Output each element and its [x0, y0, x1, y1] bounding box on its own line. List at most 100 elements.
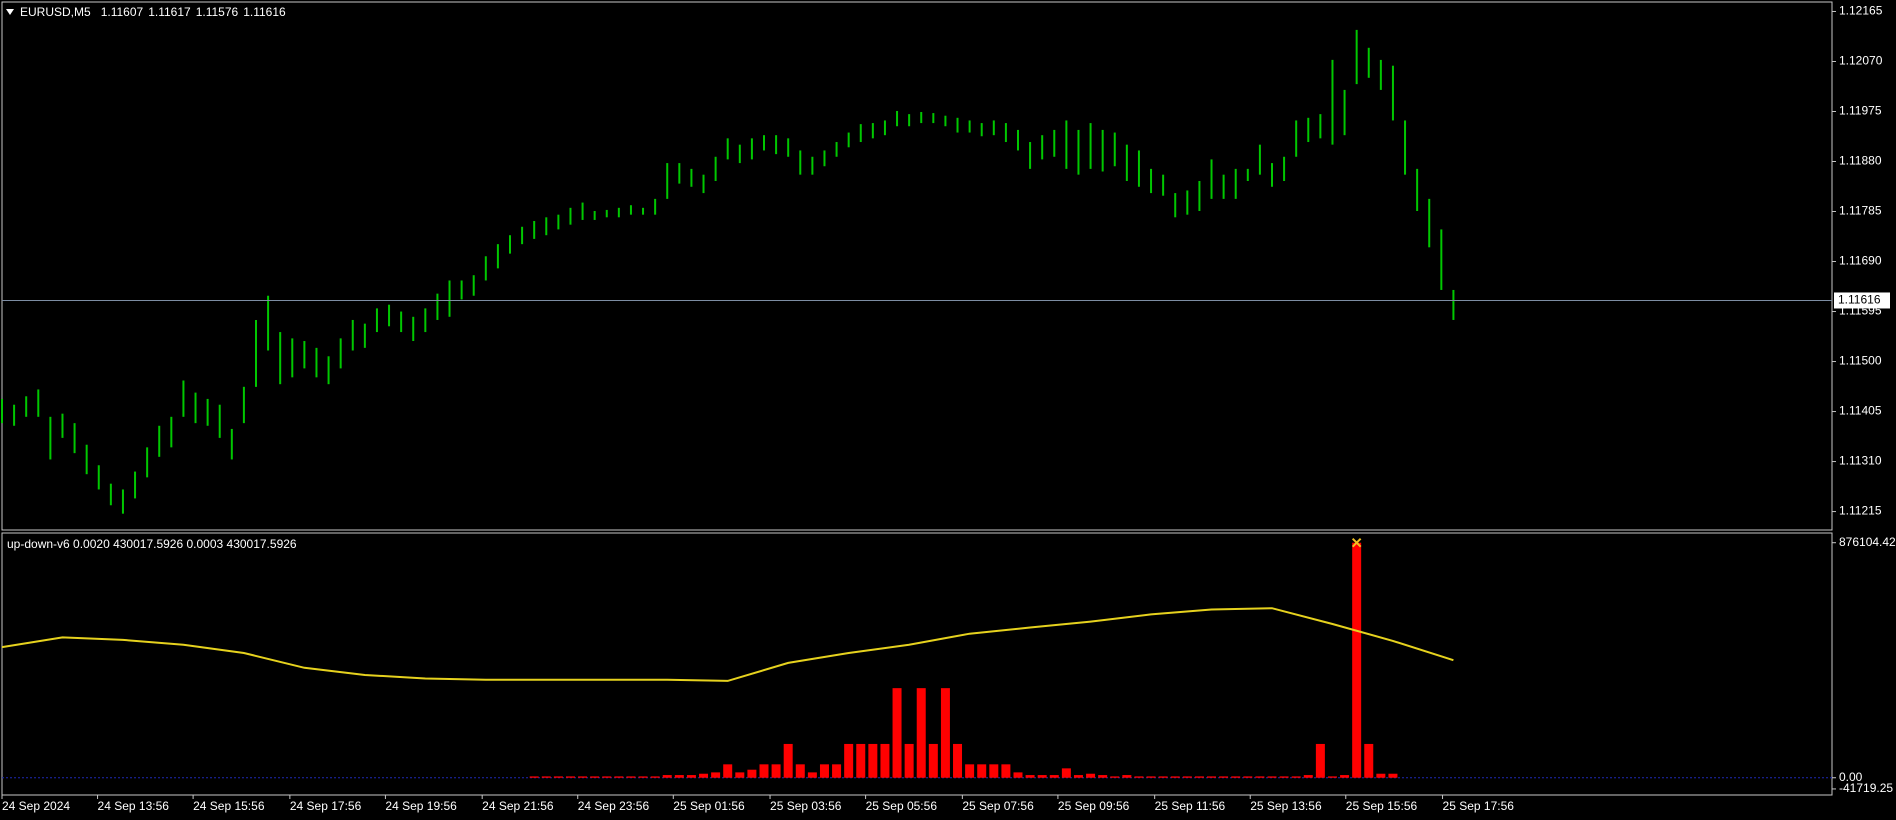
symbol: EURUSD,M5 [20, 5, 91, 19]
histogram-bar [638, 776, 648, 778]
histogram-bar [1219, 776, 1229, 778]
histogram-bar [953, 743, 963, 778]
histogram-bar [940, 688, 950, 778]
histogram-bar [832, 764, 842, 778]
histogram-bar [626, 776, 636, 778]
x-tick-label: 25 Sep 13:56 [1250, 799, 1322, 813]
histogram-bar [1327, 776, 1337, 778]
x-tick-label: 25 Sep 07:56 [962, 799, 1034, 813]
histogram-bar [578, 776, 588, 778]
histogram-bar [1255, 776, 1265, 778]
histogram-bar [807, 772, 817, 778]
histogram-bar [1001, 764, 1011, 778]
peak-cross [1351, 538, 1362, 548]
x-tick-label: 25 Sep 09:56 [1058, 799, 1130, 813]
y-tick-label: 876104.42 [1839, 535, 1896, 549]
histogram-bar [965, 764, 975, 778]
histogram-bar [711, 772, 721, 778]
indicator-title: up-down-v6 0.0020 430017.5926 0.0003 430… [7, 537, 297, 551]
y-tick-label: 1.11880 [1839, 154, 1882, 168]
x-tick-label: 25 Sep 03:56 [770, 799, 842, 813]
histogram-bar [819, 764, 829, 778]
histogram-bar [1194, 776, 1204, 778]
histogram-bar [1110, 776, 1120, 778]
histogram-bar [783, 743, 793, 778]
y-tick-label: -41719.25 [1839, 781, 1893, 795]
main-panel-frame [1, 1, 1833, 531]
histogram-bar [529, 776, 539, 778]
histogram-bar [747, 769, 757, 778]
indicator-line [1, 607, 1454, 682]
histogram-bar [1182, 776, 1192, 778]
x-tick-label: 24 Sep 17:56 [290, 799, 362, 813]
histogram-bar [1086, 773, 1096, 778]
histogram-bar [1388, 773, 1398, 778]
x-tick-label: 24 Sep 19:56 [385, 799, 457, 813]
histogram-bar [1013, 772, 1023, 778]
histogram-bar [614, 776, 624, 778]
y-tick-label: 1.11785 [1839, 204, 1882, 218]
histogram-bar [916, 688, 926, 778]
histogram-bar [1049, 775, 1059, 778]
y-tick-label: 1.11310 [1839, 454, 1882, 468]
histogram-bar [880, 743, 890, 778]
close: 1.11616 [243, 5, 286, 19]
histogram-bar [989, 764, 999, 778]
histogram-bar [1303, 775, 1313, 778]
low: 1.11576 [196, 5, 239, 19]
histogram-bar [1061, 768, 1071, 778]
histogram-bar [759, 764, 769, 778]
histogram-bar [674, 775, 684, 778]
histogram-bar [892, 688, 902, 778]
histogram-bar [1291, 776, 1301, 778]
y-tick-label: 1.11500 [1839, 354, 1882, 368]
histogram-bar [844, 743, 854, 778]
histogram-bar [735, 772, 745, 778]
histogram-bar [1122, 775, 1132, 778]
y-tick-label: 1.11975 [1839, 104, 1882, 118]
histogram-bar [868, 743, 878, 778]
histogram-bar [1134, 776, 1144, 778]
x-tick-label: 25 Sep 01:56 [673, 799, 745, 813]
histogram-bar [602, 776, 612, 778]
histogram-bar [771, 764, 781, 778]
indicator-panel-frame [1, 532, 1833, 796]
histogram-bar [662, 775, 672, 778]
histogram-bar [650, 776, 660, 778]
histogram-bar [1037, 775, 1047, 778]
collapse-arrow [6, 9, 14, 15]
main-header: EURUSD,M5 1.11607 1.11617 1.11576 1.11616 [20, 5, 286, 19]
x-tick-label: 25 Sep 15:56 [1346, 799, 1418, 813]
histogram-bar [1267, 776, 1277, 778]
y-tick-label: 1.12070 [1839, 54, 1883, 68]
x-tick-label: 24 Sep 23:56 [578, 799, 650, 813]
histogram-bar [904, 743, 914, 778]
histogram-bar [1315, 743, 1325, 778]
x-tick-label: 24 Sep 15:56 [193, 799, 265, 813]
histogram-bar [1098, 775, 1108, 778]
histogram-bar [795, 764, 805, 778]
histogram-bar [977, 764, 987, 778]
histogram-bar [686, 775, 696, 778]
histogram-bar [723, 764, 733, 778]
x-tick-label: 24 Sep 21:56 [482, 799, 554, 813]
histogram-bar [1364, 743, 1374, 778]
y-tick-label: 1.11690 [1839, 254, 1882, 268]
histogram-bar [1146, 776, 1156, 778]
histogram-bar [1231, 776, 1241, 778]
histogram-bar [1025, 775, 1035, 778]
last-price-box [1834, 292, 1890, 309]
histogram-bar [565, 776, 575, 778]
y-tick-label: 1.11405 [1839, 404, 1882, 418]
high: 1.11617 [148, 5, 191, 19]
x-tick-label: 24 Sep 13:56 [98, 799, 170, 813]
histogram-bar [1207, 776, 1217, 778]
histogram-bar [590, 776, 600, 778]
peak-marker [1351, 538, 1362, 548]
histogram-bar [1073, 775, 1083, 778]
histogram-bar [1170, 776, 1180, 778]
histogram-bar [856, 743, 866, 778]
histogram-bar [1279, 776, 1289, 778]
